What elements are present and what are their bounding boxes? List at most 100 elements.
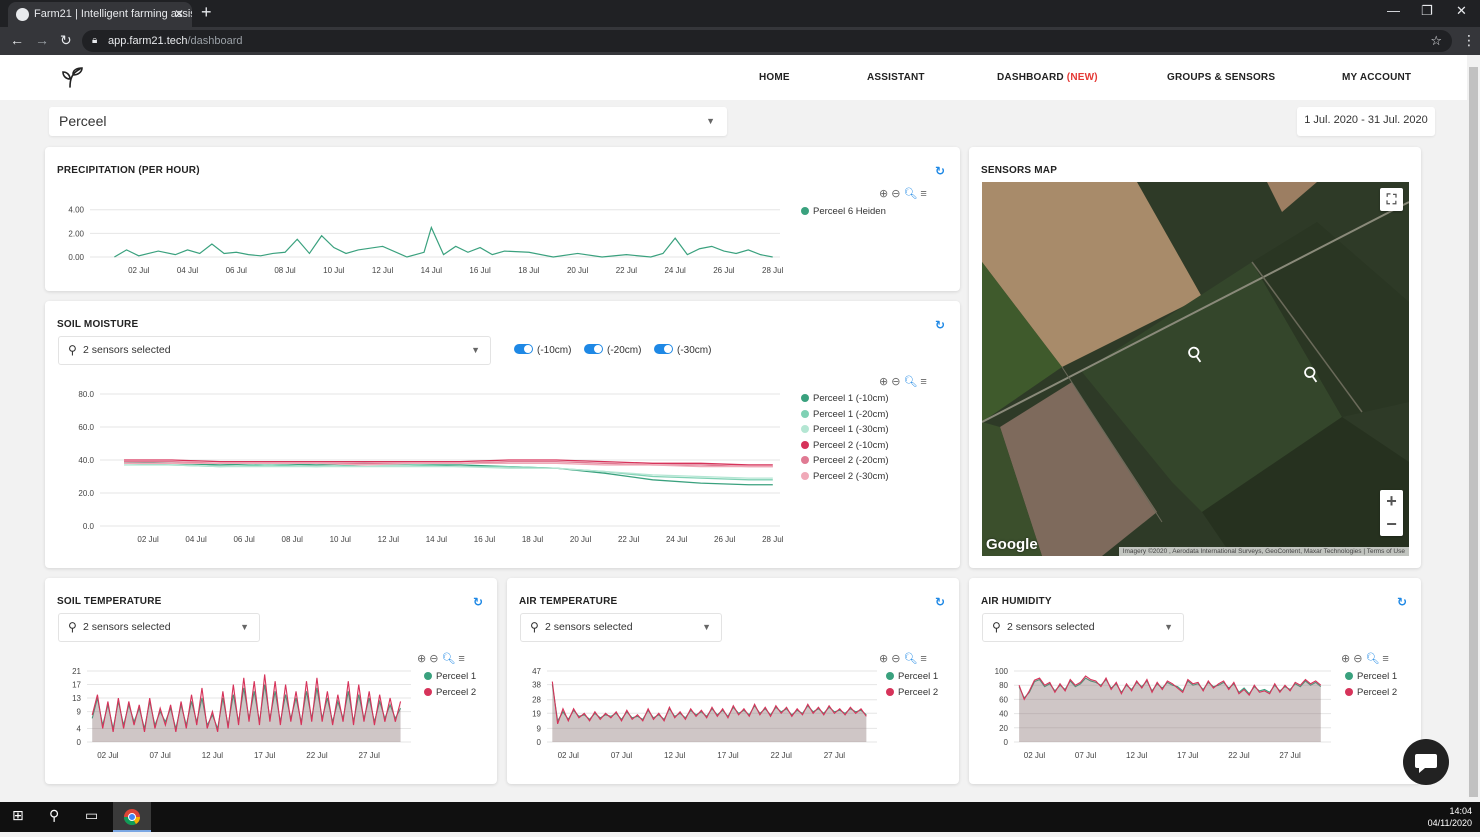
nav-home[interactable]: HOME bbox=[759, 72, 790, 83]
legend-item[interactable]: Perceel 1 bbox=[424, 669, 476, 685]
minimize-icon[interactable]: — bbox=[1387, 3, 1400, 18]
magnifier-icon[interactable]: 🔍︎ bbox=[1365, 653, 1380, 665]
sensor-select[interactable]: ⚲ 2 sensors selected ▼ bbox=[58, 613, 260, 642]
chrome-taskbar-button[interactable] bbox=[113, 802, 151, 832]
toggle-switch[interactable] bbox=[654, 344, 673, 354]
legend-dot bbox=[801, 394, 809, 402]
reload-icon[interactable]: ↻ bbox=[60, 32, 72, 48]
legend-label: Perceel 2 (-20cm) bbox=[813, 455, 889, 466]
x-tick-label: 20 Jul bbox=[570, 535, 592, 544]
terms-link[interactable]: Terms of Use bbox=[1366, 548, 1405, 555]
series-area bbox=[92, 674, 401, 742]
zoom-out-icon[interactable]: ⊖ bbox=[429, 653, 439, 665]
sensor-pin-icon: ⚲ bbox=[68, 343, 77, 357]
hamburger-menu-icon[interactable]: ≡ bbox=[1382, 653, 1389, 665]
browser-tab[interactable]: Farm21 | Intelligent farming assis ✕ bbox=[8, 2, 192, 27]
chevron-down-icon: ▼ bbox=[471, 345, 480, 355]
zoom-out-icon[interactable]: ⊖ bbox=[891, 653, 901, 665]
zoom-out-icon[interactable]: ⊖ bbox=[891, 188, 901, 200]
y-tick-label: 100 bbox=[995, 667, 1009, 676]
chart-legend: Perceel 1 (-10cm) Perceel 1 (-20cm) Perc… bbox=[801, 391, 889, 484]
legend-item[interactable]: Perceel 6 Heiden bbox=[801, 204, 886, 220]
windows-start-icon[interactable]: ⊞ bbox=[12, 807, 24, 823]
satellite-map[interactable]: ⚲ ⚲ ⛶ + − Google Imagery ©2020 , Aerodat… bbox=[982, 182, 1409, 556]
zoom-out-icon[interactable]: ⊖ bbox=[1353, 653, 1363, 665]
hamburger-menu-icon[interactable]: ≡ bbox=[920, 376, 927, 388]
fullscreen-icon[interactable]: ⛶ bbox=[1380, 188, 1403, 211]
chat-button[interactable] bbox=[1403, 739, 1449, 785]
forward-icon[interactable]: → bbox=[35, 32, 49, 48]
legend-label: Perceel 6 Heiden bbox=[813, 206, 886, 217]
legend-item[interactable]: Perceel 2 (-10cm) bbox=[801, 438, 889, 454]
zoom-in-icon[interactable]: ⊕ bbox=[879, 653, 889, 665]
zoom-in-icon[interactable]: ⊕ bbox=[1341, 653, 1351, 665]
scrollbar-thumb[interactable] bbox=[1469, 67, 1478, 797]
date-range-picker[interactable]: 1 Jul. 2020 - 31 Jul. 2020 bbox=[1297, 107, 1435, 136]
x-tick-label: 22 Jul bbox=[771, 751, 793, 760]
sensor-select[interactable]: ⚲ 2 sensors selected ▼ bbox=[520, 613, 722, 642]
back-icon[interactable]: ← bbox=[10, 32, 24, 48]
bookmark-star-icon[interactable]: ☆ bbox=[1430, 33, 1442, 48]
toggle-switch[interactable] bbox=[514, 344, 533, 354]
legend-item[interactable]: Perceel 1 (-20cm) bbox=[801, 407, 889, 423]
new-tab-icon[interactable]: + bbox=[201, 2, 212, 22]
legend-dot bbox=[886, 687, 894, 696]
system-clock[interactable]: 14:04 04/11/2020 bbox=[1428, 805, 1472, 829]
legend-item[interactable]: Perceel 1 bbox=[1345, 669, 1397, 685]
search-icon[interactable]: ⚲ bbox=[49, 807, 60, 823]
zoom-in-icon[interactable]: ⊕ bbox=[417, 653, 427, 665]
hamburger-menu-icon[interactable]: ≡ bbox=[920, 653, 927, 665]
magnifier-icon[interactable]: 🔍︎ bbox=[903, 653, 918, 665]
legend-item[interactable]: Perceel 2 (-30cm) bbox=[801, 469, 889, 485]
refresh-icon[interactable]: ↻ bbox=[1397, 595, 1408, 609]
legend-item[interactable]: Perceel 1 (-30cm) bbox=[801, 422, 889, 438]
close-tab-icon[interactable]: ✕ bbox=[173, 7, 184, 21]
series-area bbox=[1019, 675, 1321, 742]
zoom-out-icon[interactable]: ⊖ bbox=[891, 376, 901, 388]
url-field[interactable]: 🔒︎ app.farm21.tech/dashboard ☆ bbox=[82, 30, 1452, 52]
legend-item[interactable]: Perceel 1 bbox=[886, 669, 938, 685]
legend-item[interactable]: Perceel 2 bbox=[1345, 685, 1397, 701]
legend-item[interactable]: Perceel 2 bbox=[424, 685, 476, 701]
field-select[interactable]: Perceel ▼ bbox=[49, 107, 727, 136]
toggle-20cm[interactable]: (-20cm) bbox=[584, 344, 641, 358]
legend-item[interactable]: Perceel 2 bbox=[886, 685, 938, 701]
legend-item[interactable]: Perceel 2 (-20cm) bbox=[801, 453, 889, 469]
y-tick-label: 28 bbox=[532, 696, 541, 705]
farm21-logo-icon[interactable] bbox=[60, 65, 86, 94]
sensor-select[interactable]: ⚲ 2 sensors selected ▼ bbox=[982, 613, 1184, 642]
nav-my-account[interactable]: MY ACCOUNT bbox=[1342, 72, 1412, 83]
task-view-icon[interactable]: ▭ bbox=[85, 807, 99, 823]
x-tick-label: 17 Jul bbox=[1177, 751, 1199, 760]
nav-groups-sensors[interactable]: GROUPS & SENSORS bbox=[1167, 72, 1276, 83]
toggle-switch[interactable] bbox=[584, 344, 603, 354]
windows-taskbar: ⊞ ⚲ ▭ 14:04 04/11/2020 bbox=[0, 802, 1480, 832]
sensor-select[interactable]: ⚲ 2 sensors selected ▼ bbox=[58, 336, 491, 365]
x-tick-label: 07 Jul bbox=[611, 751, 633, 760]
magnifier-icon[interactable]: 🔍︎ bbox=[903, 188, 918, 200]
close-window-icon[interactable]: ✕ bbox=[1456, 3, 1467, 18]
x-tick-label: 24 Jul bbox=[664, 266, 686, 275]
nav-dashboard[interactable]: DASHBOARD (NEW) bbox=[997, 72, 1098, 83]
map-zoom-in-icon[interactable]: + bbox=[1386, 491, 1397, 511]
toggle-30cm[interactable]: (-30cm) bbox=[654, 344, 711, 358]
map-zoom-out-icon[interactable]: − bbox=[1386, 514, 1397, 534]
hamburger-menu-icon[interactable]: ≡ bbox=[920, 188, 927, 200]
refresh-icon[interactable]: ↻ bbox=[935, 318, 946, 332]
zoom-in-icon[interactable]: ⊕ bbox=[879, 188, 889, 200]
hamburger-menu-icon[interactable]: ≡ bbox=[458, 653, 465, 665]
magnifier-icon[interactable]: 🔍︎ bbox=[441, 653, 456, 665]
nav-assistant[interactable]: ASSISTANT bbox=[867, 72, 925, 83]
refresh-icon[interactable]: ↻ bbox=[935, 164, 946, 178]
refresh-icon[interactable]: ↻ bbox=[935, 595, 946, 609]
zoom-in-icon[interactable]: ⊕ bbox=[879, 376, 889, 388]
chart-legend: Perceel 1 Perceel 2 bbox=[1345, 669, 1397, 700]
restore-icon[interactable]: ❐ bbox=[1421, 3, 1433, 18]
refresh-icon[interactable]: ↻ bbox=[473, 595, 484, 609]
magnifier-icon[interactable]: 🔍︎ bbox=[903, 376, 918, 388]
toggle-10cm[interactable]: (-10cm) bbox=[514, 344, 571, 358]
page-scrollbar[interactable] bbox=[1467, 55, 1480, 802]
browser-menu-icon[interactable]: ⋮ bbox=[1462, 32, 1476, 48]
legend-item[interactable]: Perceel 1 (-10cm) bbox=[801, 391, 889, 407]
browser-tab-bar: Farm21 | Intelligent farming assis ✕ + —… bbox=[0, 0, 1480, 27]
